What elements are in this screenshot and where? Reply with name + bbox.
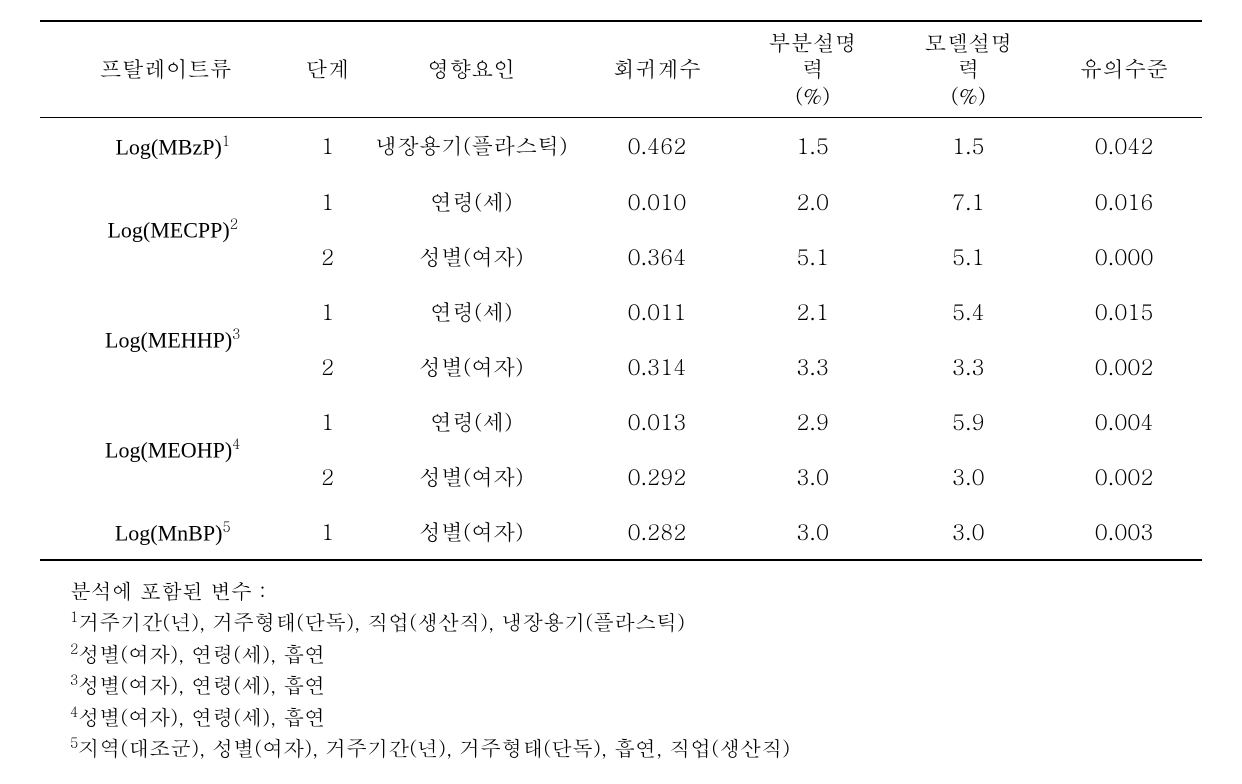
header-model: 모델설명 력 (%) [891,21,1047,118]
cell-coef: 0.462 [579,118,735,174]
footnote-text: 성별(여자), 연령(세), 흡연 [78,638,325,668]
cell-sig: 0.002 [1046,339,1202,394]
phthalate-label-text: Log(MEHHP) [105,327,232,352]
cell-sig: 0.002 [1046,449,1202,504]
phthalate-label: Log(MBzP)1 [40,118,292,174]
cell-partial: 3.0 [735,504,891,560]
cell-factor: 연령(세) [363,284,579,339]
header-model-l3: (%) [951,80,986,111]
table-row: Log(MEOHP)41연령(세)0.0132.95.90.004 [40,394,1202,449]
phthalate-label-text: Log(MnBP) [115,520,223,545]
phthalate-label-sup: 4 [232,433,240,453]
cell-model: 7.1 [891,174,1047,229]
footnote-item: 1거주기간(년), 거주형태(단독), 직업(생산직), 냉장용기(플라스틱) [70,606,1202,638]
cell-partial: 2.0 [735,174,891,229]
cell-factor: 성별(여자) [363,449,579,504]
footnote-intro: 분석에 포함된 변수 : [70,575,1202,607]
header-row: 프탈레이트류 단계 영향요인 회귀계수 부분설명 력 (%) 모델설명 력 (%… [40,21,1202,118]
cell-step: 1 [292,284,364,339]
cell-model: 3.3 [891,339,1047,394]
cell-model: 1.5 [891,118,1047,174]
table-row: Log(MECPP)21연령(세)0.0102.07.10.016 [40,174,1202,229]
footnote-item: 2성별(여자), 연령(세), 흡연 [70,638,1202,670]
cell-sig: 0.015 [1046,284,1202,339]
cell-model: 5.4 [891,284,1047,339]
cell-factor: 연령(세) [363,394,579,449]
phthalate-label-sup: 1 [222,130,230,150]
table-row: Log(MBzP)11냉장용기(플라스틱)0.4621.51.50.042 [40,118,1202,174]
footnote-item: 4성별(여자), 연령(세), 흡연 [70,701,1202,733]
cell-step: 2 [292,449,364,504]
cell-partial: 3.0 [735,449,891,504]
phthalate-label-text: Log(MBzP) [115,135,221,160]
table-body: Log(MBzP)11냉장용기(플라스틱)0.4621.51.50.042Log… [40,118,1202,560]
cell-model: 5.9 [891,394,1047,449]
phthalate-label: Log(MECPP)2 [40,174,292,284]
cell-sig: 0.016 [1046,174,1202,229]
footnote-item: 3성별(여자), 연령(세), 흡연 [70,669,1202,701]
regression-table-container: 프탈레이트류 단계 영향요인 회귀계수 부분설명 력 (%) 모델설명 력 (%… [40,20,1202,764]
phthalate-label-text: Log(MEOHP) [105,437,232,462]
cell-sig: 0.000 [1046,229,1202,284]
cell-factor: 성별(여자) [363,229,579,284]
phthalate-label-sup: 5 [222,516,230,536]
table-row: Log(MnBP)51성별(여자)0.2823.03.00.003 [40,504,1202,560]
cell-factor: 냉장용기(플라스틱) [363,118,579,174]
cell-coef: 0.314 [579,339,735,394]
footnote-items: 1거주기간(년), 거주형태(단독), 직업(생산직), 냉장용기(플라스틱)2… [70,606,1202,764]
header-sig: 유의수준 [1046,21,1202,118]
cell-step: 1 [292,394,364,449]
header-step: 단계 [292,21,364,118]
phthalate-label: Log(MnBP)5 [40,504,292,560]
cell-partial: 2.1 [735,284,891,339]
cell-factor: 성별(여자) [363,339,579,394]
cell-model: 5.1 [891,229,1047,284]
cell-partial: 3.3 [735,339,891,394]
header-partial-l3: (%) [795,80,830,111]
cell-coef: 0.013 [579,394,735,449]
cell-step: 2 [292,229,364,284]
cell-coef: 0.282 [579,504,735,560]
cell-model: 3.0 [891,449,1047,504]
cell-step: 1 [292,504,364,560]
header-coef: 회귀계수 [579,21,735,118]
footnote-item: 5지역(대조군), 성별(여자), 거주기간(년), 거주형태(단독), 흡연,… [70,732,1202,764]
cell-partial: 2.9 [735,394,891,449]
cell-coef: 0.292 [579,449,735,504]
footnote-text: 지역(대조군), 성별(여자), 거주기간(년), 거주형태(단독), 흡연, … [78,732,790,762]
cell-coef: 0.010 [579,174,735,229]
footnote-text: 거주기간(년), 거주형태(단독), 직업(생산직), 냉장용기(플라스틱) [78,606,685,636]
cell-step: 1 [292,118,364,174]
cell-step: 2 [292,339,364,394]
cell-coef: 0.011 [579,284,735,339]
cell-sig: 0.003 [1046,504,1202,560]
header-partial: 부분설명 력 (%) [735,21,891,118]
cell-sig: 0.004 [1046,394,1202,449]
phthalate-label-text: Log(MECPP) [107,217,229,242]
footnote-text: 성별(여자), 연령(세), 흡연 [78,701,325,731]
cell-factor: 연령(세) [363,174,579,229]
footnote-text: 성별(여자), 연령(세), 흡연 [78,669,325,699]
cell-model: 3.0 [891,504,1047,560]
header-step-text: 단계 [306,53,350,84]
table-row: Log(MEHHP)31연령(세)0.0112.15.40.015 [40,284,1202,339]
footnotes-section: 분석에 포함된 변수 : 1거주기간(년), 거주형태(단독), 직업(생산직)… [40,575,1202,764]
cell-partial: 5.1 [735,229,891,284]
cell-sig: 0.042 [1046,118,1202,174]
cell-step: 1 [292,174,364,229]
header-factor: 영향요인 [363,21,579,118]
cell-partial: 1.5 [735,118,891,174]
phthalate-label-sup: 3 [232,323,240,343]
cell-factor: 성별(여자) [363,504,579,560]
phthalate-label: Log(MEHHP)3 [40,284,292,394]
phthalate-label: Log(MEOHP)4 [40,394,292,504]
regression-table: 프탈레이트류 단계 영향요인 회귀계수 부분설명 력 (%) 모델설명 력 (%… [40,20,1202,561]
phthalate-label-sup: 2 [230,213,238,233]
header-phthalate: 프탈레이트류 [40,21,292,118]
footnote-sup: 5 [70,732,78,752]
cell-coef: 0.364 [579,229,735,284]
